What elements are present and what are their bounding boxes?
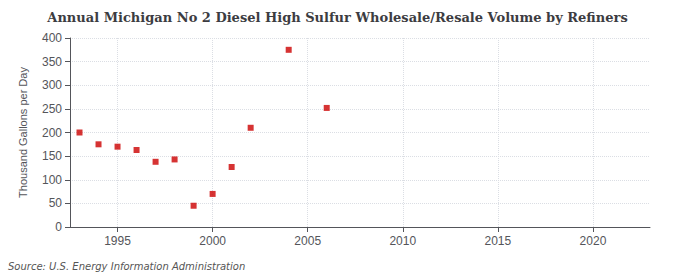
svg-text:2020: 2020	[580, 234, 607, 248]
svg-text:250: 250	[42, 102, 62, 116]
svg-text:150: 150	[42, 149, 62, 163]
svg-text:2005: 2005	[294, 234, 321, 248]
svg-text:50: 50	[49, 196, 63, 210]
svg-text:2010: 2010	[389, 234, 416, 248]
svg-text:350: 350	[42, 55, 62, 69]
svg-text:Source: U.S. Energy Informatio: Source: U.S. Energy Information Administ…	[8, 261, 245, 272]
svg-text:100: 100	[42, 173, 62, 187]
svg-text:2000: 2000	[199, 234, 226, 248]
svg-text:300: 300	[42, 78, 62, 92]
svg-text:Thousand Gallons per Day: Thousand Gallons per Day	[17, 67, 29, 198]
svg-text:1995: 1995	[104, 234, 131, 248]
svg-text:200: 200	[42, 126, 62, 140]
svg-text:2015: 2015	[485, 234, 512, 248]
svg-text:Annual Michigan No 2 Diesel Hi: Annual Michigan No 2 Diesel High Sulfur …	[46, 10, 627, 25]
svg-text:0: 0	[55, 220, 62, 234]
svg-text:400: 400	[42, 31, 62, 45]
